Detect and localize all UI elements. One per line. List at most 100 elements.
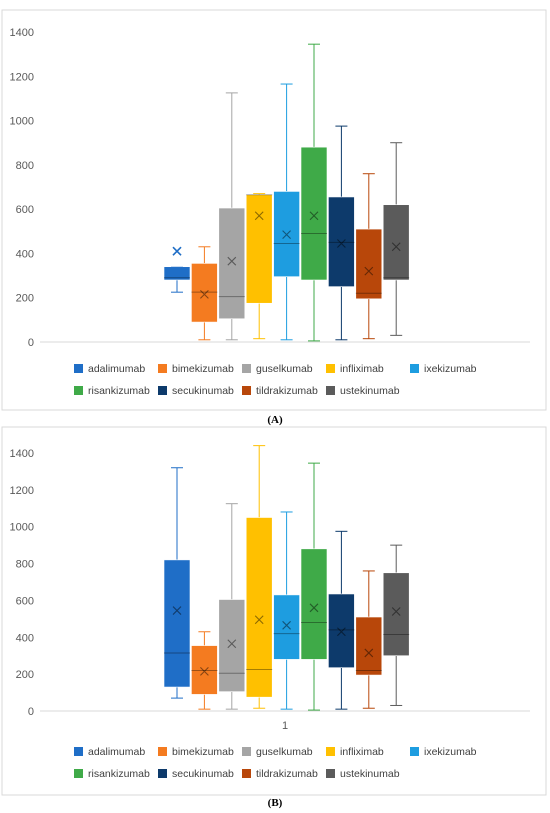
y-tick-label: 400: [16, 632, 34, 644]
mean-marker: [254, 211, 264, 221]
box-risankizumab: [300, 462, 328, 711]
legend-swatch: [242, 747, 251, 756]
box-iqr: [355, 616, 383, 676]
legend-swatch: [410, 364, 419, 373]
mean-marker: [309, 211, 319, 221]
box-iqr: [300, 146, 328, 281]
legend-swatch: [326, 769, 335, 778]
y-tick-label: 600: [16, 595, 34, 607]
box-iqr: [328, 593, 355, 668]
box-ixekizumab: [273, 511, 300, 710]
legend-label: bimekizumab: [172, 363, 234, 375]
legend-label: guselkumab: [256, 363, 313, 375]
legend-label: infliximab: [340, 746, 384, 758]
box-iqr: [191, 263, 218, 323]
box-iqr: [328, 196, 355, 287]
y-tick-label: 200: [16, 669, 34, 681]
mean-marker: [172, 606, 182, 615]
y-tick-label: 1400: [10, 27, 34, 39]
box-iqr: [218, 207, 246, 320]
legend-swatch: [326, 364, 335, 373]
legend-swatch: [158, 747, 167, 756]
box-ustekinumab: [382, 142, 410, 336]
legend-label: bimekizumab: [172, 746, 234, 758]
box-iqr: [218, 599, 246, 692]
box-iqr: [382, 204, 410, 281]
legend-swatch: [74, 364, 83, 373]
box-infliximab: [245, 193, 273, 340]
box-iqr: [300, 548, 328, 660]
y-tick-label: 0: [28, 706, 34, 718]
mean-marker: [200, 666, 209, 676]
box-adalimumab: [163, 246, 191, 293]
box-secukinumab: [328, 125, 355, 341]
box-iqr: [163, 266, 191, 281]
box-ustekinumab: [382, 544, 410, 706]
legend-swatch: [242, 386, 251, 395]
legend-label: secukinumab: [172, 385, 234, 397]
legend-label: guselkumab: [256, 746, 313, 758]
x-tick-label: 1: [282, 720, 288, 732]
legend-swatch: [158, 364, 167, 373]
box-secukinumab: [328, 530, 355, 710]
box-iqr: [191, 645, 218, 695]
legend-swatch: [410, 747, 419, 756]
y-tick-label: 800: [16, 160, 34, 172]
box-iqr: [355, 228, 383, 300]
legend-label: ustekinumab: [340, 385, 400, 397]
chart-panel-b: 0 200 400 600 800 1000 1200 1400 1 adalimumab bime…: [0, 425, 550, 813]
box-iqr: [273, 191, 300, 277]
box-infliximab: [245, 445, 273, 709]
y-tick-label: 800: [16, 559, 34, 571]
box-tildrakizumab: [355, 570, 383, 709]
mean-marker: [364, 648, 374, 658]
box-guselkumab: [218, 503, 246, 710]
mean-marker: [364, 266, 374, 276]
legend-label: adalimumab: [88, 363, 145, 375]
mean-marker: [309, 603, 319, 613]
box-guselkumab: [218, 92, 246, 341]
legend-swatch: [158, 386, 167, 395]
box-iqr: [163, 559, 191, 688]
legend-label: infliximab: [340, 363, 384, 375]
box-risankizumab: [300, 43, 328, 342]
box-tildrakizumab: [355, 173, 383, 340]
y-tick-label: 0: [28, 337, 34, 349]
legend-label: ixekizumab: [424, 746, 477, 758]
mean-marker: [227, 639, 237, 649]
y-tick-label: 1200: [10, 71, 34, 83]
mean-marker: [200, 290, 209, 299]
chart-panel-a: 0 200 400 600 800 1000 1200 1400 adalimumab bimek…: [1, 9, 547, 426]
legend-label: risankizumab: [88, 385, 150, 397]
legend-label: ixekizumab: [424, 363, 477, 375]
legend-label: tildrakizumab: [256, 768, 318, 780]
box-iqr: [382, 572, 410, 657]
mean-marker: [227, 256, 237, 266]
y-tick-label: 1000: [10, 116, 34, 128]
box-bimekizumab: [191, 246, 218, 341]
legend-swatch: [242, 769, 251, 778]
mean-marker: [391, 607, 401, 616]
box-bimekizumab: [191, 631, 218, 710]
legend-swatch: [326, 747, 335, 756]
box-adalimumab: [163, 467, 191, 699]
legend-swatch: [158, 769, 167, 778]
y-tick-label: 1200: [10, 485, 34, 497]
legend-swatch: [74, 386, 83, 395]
y-tick-label: 1000: [10, 522, 34, 534]
box-plot-a: 0 200 400 600 800 1000 1200 1400 adalimumab bimek…: [1, 9, 547, 411]
outlier-marker: [172, 246, 182, 256]
mean-marker: [254, 615, 264, 625]
mean-marker: [337, 239, 346, 248]
panel-label-b: (B): [267, 797, 283, 809]
mean-marker: [337, 627, 346, 637]
box-ixekizumab: [273, 83, 300, 341]
legend-swatch: [242, 364, 251, 373]
box-iqr: [245, 194, 273, 304]
legend-label: tildrakizumab: [256, 385, 318, 397]
y-tick-label: 600: [16, 204, 34, 216]
box-plot-b: 0 200 400 600 800 1000 1200 1400 1 adalimumab bime…: [1, 426, 547, 796]
legend-swatch: [326, 386, 335, 395]
y-tick-label: 1400: [10, 448, 34, 460]
mean-marker: [391, 242, 401, 252]
